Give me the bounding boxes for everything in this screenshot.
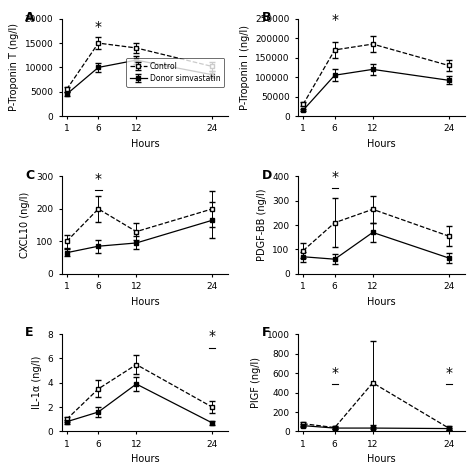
Y-axis label: IL-1α (ng/l): IL-1α (ng/l)	[32, 356, 42, 409]
Text: *: *	[209, 329, 216, 343]
Y-axis label: P-Troponin I (ng/l): P-Troponin I (ng/l)	[240, 25, 250, 110]
Y-axis label: PDGF-BB (ng/l): PDGF-BB (ng/l)	[257, 189, 267, 261]
Y-axis label: PlGF (ng/l): PlGF (ng/l)	[251, 357, 261, 408]
Text: *: *	[331, 170, 338, 184]
Text: *: *	[95, 20, 102, 34]
X-axis label: Hours: Hours	[367, 454, 396, 464]
Text: D: D	[261, 169, 272, 182]
X-axis label: Hours: Hours	[130, 139, 159, 149]
Y-axis label: P-Troponin T (ng/l): P-Troponin T (ng/l)	[9, 23, 19, 112]
Text: *: *	[331, 366, 338, 380]
X-axis label: Hours: Hours	[367, 297, 396, 307]
Text: *: *	[95, 172, 102, 186]
Legend: Control, Donor simvastatin: Control, Donor simvastatin	[126, 58, 224, 87]
X-axis label: Hours: Hours	[130, 454, 159, 464]
Text: E: E	[25, 326, 34, 340]
X-axis label: Hours: Hours	[130, 297, 159, 307]
Text: F: F	[261, 326, 270, 340]
Text: *: *	[445, 366, 452, 380]
Text: B: B	[261, 11, 271, 24]
Text: *: *	[331, 13, 338, 27]
X-axis label: Hours: Hours	[367, 139, 396, 149]
Y-axis label: CXCL10 (ng/l): CXCL10 (ng/l)	[20, 192, 30, 258]
Text: C: C	[25, 169, 34, 182]
Text: A: A	[25, 11, 35, 24]
